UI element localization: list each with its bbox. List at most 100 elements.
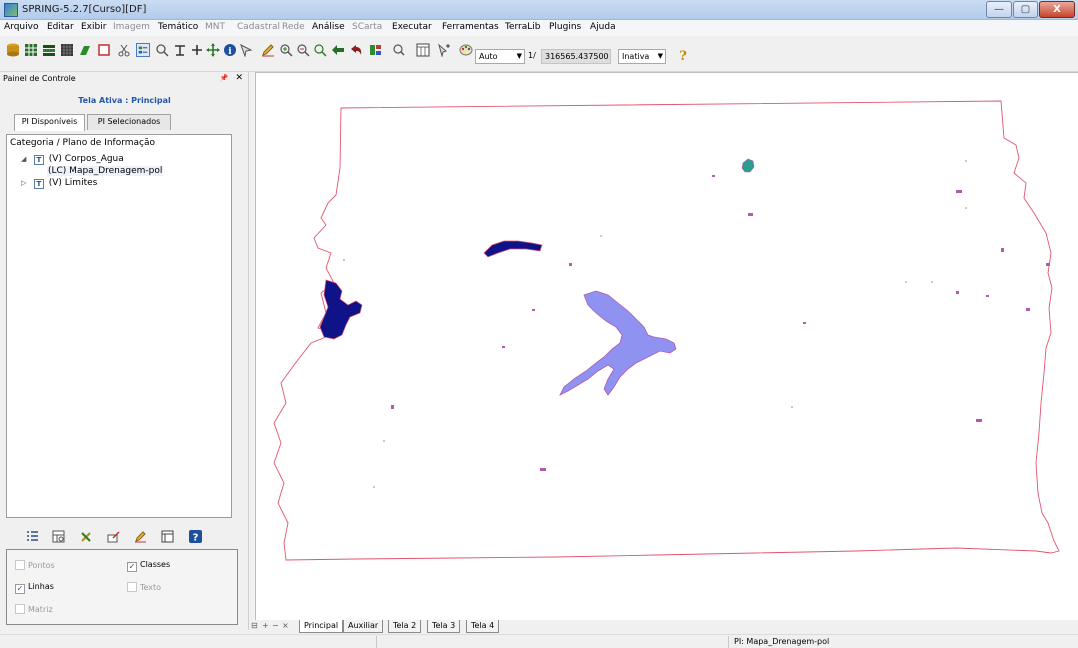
menu-plugins[interactable]: Plugins [549,22,582,32]
menu-ferramentas[interactable]: Ferramentas [442,22,499,32]
list-icon[interactable] [26,530,39,543]
palette-icon[interactable] [459,43,473,57]
info-cursor-icon[interactable] [173,43,187,57]
status-bar: PI: Mapa_Drenagem-pol [0,634,1078,648]
menu-cadastral[interactable]: Cadastral [237,22,280,32]
menu-scarta[interactable]: SCarta [352,22,383,32]
tab-tela-3[interactable]: Tela 3 [427,620,461,633]
option-linhas[interactable]: ✓ Linhas [15,582,54,594]
menu-mnt[interactable]: MNT [205,22,225,32]
checkbox-matriz[interactable] [15,604,25,614]
back-arrow-icon[interactable] [331,43,345,57]
map-drawing[interactable] [256,73,1078,621]
scale-value-field[interactable]: 316565.437500 [541,49,611,64]
menu-executar[interactable]: Executar [392,22,432,32]
properties-icon[interactable] [161,530,174,543]
zoom-options-icon[interactable] [392,43,406,57]
display-icon[interactable] [369,43,383,57]
thematic-badge-icon: T [33,179,44,189]
close-tab-icon[interactable]: × [282,621,289,630]
tab-list-icon[interactable]: ⊟ [251,621,258,630]
remove-tab-icon[interactable]: − [272,621,279,630]
menu-exibir[interactable]: Exibir [81,22,107,32]
maximize-button[interactable]: ▢ [1013,1,1038,18]
option-classes[interactable]: ✓ Classes [127,560,170,572]
option-matriz[interactable]: Matriz [15,604,53,614]
cursor-plus-icon[interactable] [438,43,452,57]
menu-tematico[interactable]: Temático [158,22,199,32]
cut-icon[interactable] [117,43,131,57]
map-canvas[interactable] [255,72,1078,620]
add-tab-icon[interactable]: + [262,621,269,630]
panel-header: Painel de Controle 📌 ✕ [0,72,249,86]
checkbox-pontos[interactable] [15,560,25,570]
option-label: Pontos [28,561,55,570]
table-icon[interactable] [24,43,38,57]
tab-auxiliar[interactable]: Auxiliar [343,620,384,633]
tab-pi-disponiveis[interactable]: PI Disponíveis [14,114,85,131]
option-texto[interactable]: Texto [127,582,161,592]
tools-icon[interactable] [80,530,93,543]
status-separator [728,636,729,648]
window-title: SPRING-5.2.7[Curso][DF] [22,4,147,15]
menu-imagem[interactable]: Imagem [113,22,150,32]
pan-icon[interactable] [206,43,220,57]
edit-table-icon[interactable] [107,530,120,543]
undo-icon[interactable] [349,43,363,57]
stack-icon[interactable] [42,43,56,57]
app-icon [4,3,18,17]
tab-principal[interactable]: Principal [299,620,344,633]
point-features [343,160,967,488]
tree-category-corpos-agua[interactable]: ◢ T (V) Corpos_Agua [21,154,124,165]
table-view-icon[interactable] [52,530,65,543]
state-select[interactable]: Inativa ▼ [618,49,666,64]
menu-arquivo[interactable]: Arquivo [4,22,39,32]
water-body-north [483,240,543,258]
layout-icon[interactable] [416,43,430,57]
pencil-icon[interactable] [261,43,275,57]
tab-tela-4[interactable]: Tela 4 [466,620,500,633]
draw-icon[interactable] [78,43,92,57]
menu-editar[interactable]: Editar [47,22,74,32]
chevron-down-icon: ▼ [657,52,663,60]
close-icon[interactable]: ✕ [235,73,243,83]
close-button[interactable]: X [1039,1,1075,18]
zoom-previous-icon[interactable] [313,43,327,57]
screen-tabs: ⊟ + − × Principal Auxiliar Tela 2 Tela 3… [249,620,1078,634]
edit-pencil-icon[interactable] [134,530,147,543]
grid-icon[interactable] [60,43,74,57]
pi-tree: Categoria / Plano de Informação ◢ T (V) … [6,134,232,518]
menu-terralib[interactable]: TerraLib [505,22,541,32]
tree-header: Categoria / Plano de Informação [10,138,156,148]
help-icon[interactable]: ? [676,48,690,62]
zoom-icon[interactable] [155,43,169,57]
zoom-mode-select[interactable]: Auto ▼ [475,49,525,64]
select-icon[interactable] [239,43,253,57]
pin-icon[interactable]: 📌 [219,74,229,82]
checkbox-linhas[interactable]: ✓ [15,584,25,594]
checkbox-classes[interactable]: ✓ [127,562,137,572]
menu-analise[interactable]: Análise [312,22,345,32]
menu-ajuda[interactable]: Ajuda [590,22,616,32]
water-body-small [741,158,755,173]
minimize-button[interactable]: — [986,1,1012,18]
collapse-icon[interactable]: ◢ [21,155,27,163]
help-icon[interactable]: ? [189,530,202,543]
plus-icon[interactable] [190,43,204,57]
database-icon[interactable] [6,43,20,57]
zoom-out-icon[interactable] [296,43,310,57]
info-icon[interactable]: i [223,43,237,57]
option-pontos[interactable]: Pontos [15,560,55,570]
expand-icon[interactable]: ▷ [21,179,27,187]
tab-pi-selecionados[interactable]: PI Selecionados [87,114,171,130]
menu-rede[interactable]: Rede [282,22,305,32]
legend-icon[interactable] [136,43,150,57]
tab-tela-2[interactable]: Tela 2 [388,620,422,633]
checkbox-texto[interactable] [127,582,137,592]
control-panel: Painel de Controle 📌 ✕ Tela Ativa : Prin… [0,72,249,630]
zoom-in-icon[interactable] [279,43,293,57]
window-icon[interactable] [97,43,111,57]
svg-text:i: i [228,47,232,57]
tree-category-limites[interactable]: ▷ T (V) Limites [21,178,97,189]
tree-pi-mapa-drenagem[interactable]: (LC) Mapa_Drenagem-pol [47,166,164,176]
